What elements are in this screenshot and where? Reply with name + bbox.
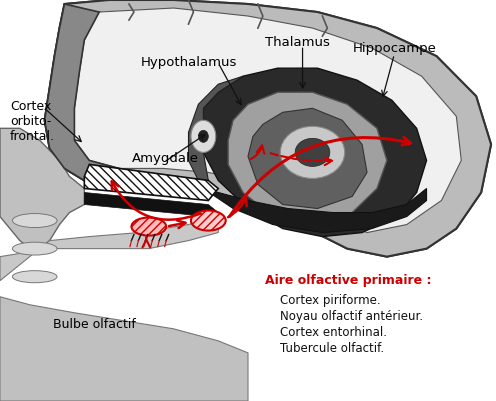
Text: Amygdale: Amygdale: [131, 152, 198, 165]
Polygon shape: [0, 217, 218, 281]
Polygon shape: [188, 76, 243, 180]
Polygon shape: [45, 0, 491, 257]
Text: Tubercule olfactif.: Tubercule olfactif.: [280, 342, 384, 355]
Ellipse shape: [12, 242, 57, 255]
Ellipse shape: [198, 130, 208, 142]
Circle shape: [295, 138, 330, 166]
Polygon shape: [45, 4, 139, 184]
Text: Cortex
orbito-
frontal.: Cortex orbito- frontal.: [10, 100, 55, 143]
Text: Hippocampe: Hippocampe: [352, 43, 436, 55]
Polygon shape: [84, 192, 218, 217]
Text: Hypothalamus: Hypothalamus: [140, 56, 237, 69]
Polygon shape: [45, 0, 491, 257]
Text: Cortex entorhinal.: Cortex entorhinal.: [280, 326, 387, 339]
Ellipse shape: [191, 211, 226, 231]
Polygon shape: [248, 108, 367, 209]
Polygon shape: [228, 92, 387, 225]
Text: Cortex piriforme.: Cortex piriforme.: [280, 294, 381, 307]
Ellipse shape: [191, 120, 216, 152]
Ellipse shape: [131, 217, 166, 236]
Text: Noyau olfactif antérieur.: Noyau olfactif antérieur.: [280, 310, 424, 323]
Polygon shape: [203, 68, 427, 237]
Text: Thalamus: Thalamus: [265, 36, 330, 49]
Ellipse shape: [12, 271, 57, 283]
Text: Aire olfactive primaire :: Aire olfactive primaire :: [265, 274, 432, 287]
Text: Bulbe olfactif: Bulbe olfactif: [53, 318, 136, 331]
Polygon shape: [0, 297, 248, 401]
Polygon shape: [84, 164, 218, 200]
Polygon shape: [0, 128, 84, 249]
Ellipse shape: [12, 213, 57, 228]
Polygon shape: [74, 8, 461, 233]
Circle shape: [280, 126, 345, 178]
Polygon shape: [203, 188, 427, 233]
